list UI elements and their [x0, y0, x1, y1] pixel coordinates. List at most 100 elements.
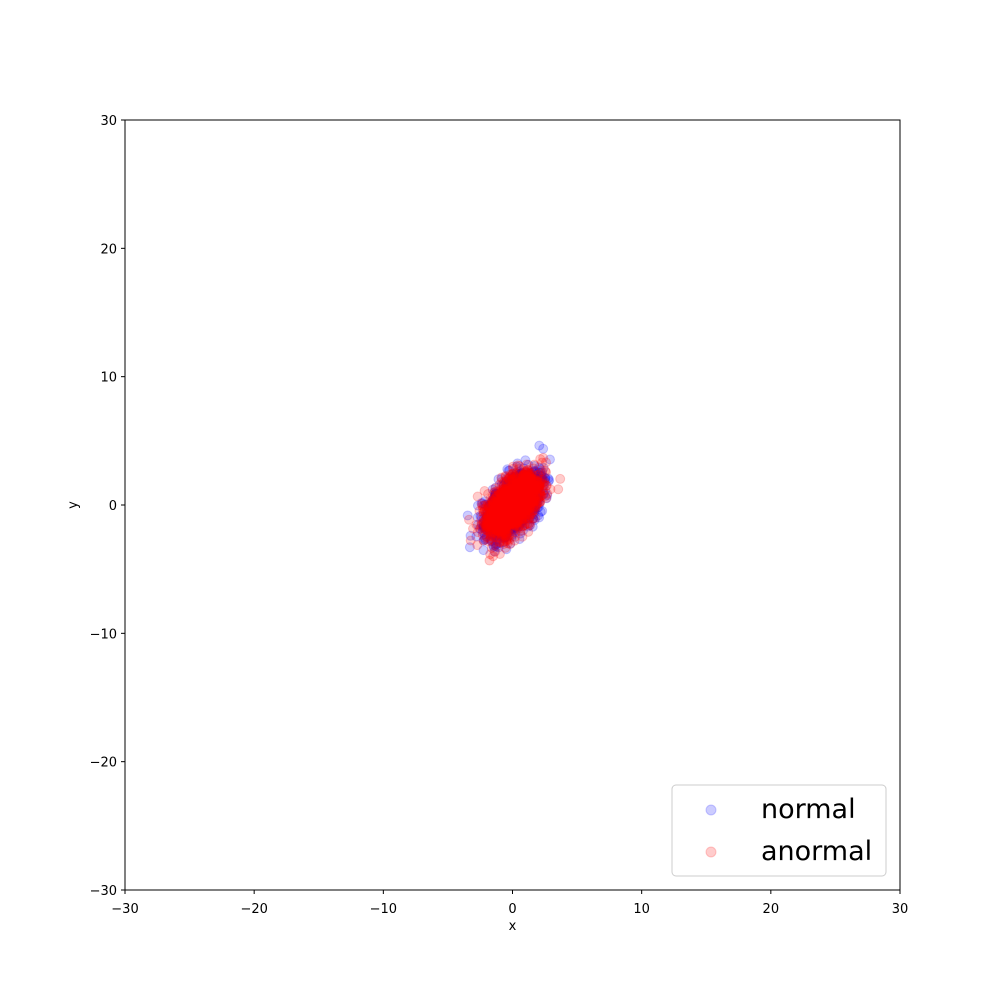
y-axis: −30 −20 −10 0 10 20 30 [90, 114, 125, 899]
data-point [513, 491, 523, 502]
data-point [499, 505, 510, 516]
data-point [501, 501, 512, 512]
legend-marker-normal [705, 804, 717, 816]
data-point [508, 484, 519, 495]
data-point [475, 510, 486, 521]
data-point [512, 476, 523, 487]
data-point [518, 480, 529, 491]
data-point [497, 493, 508, 504]
data-point [508, 507, 519, 518]
data-point [502, 497, 513, 508]
data-point [488, 541, 499, 552]
data-point [505, 513, 516, 524]
data-point [537, 470, 548, 481]
data-point [498, 517, 509, 528]
data-point [512, 507, 523, 518]
data-point [519, 502, 530, 513]
data-point [480, 519, 491, 530]
data-point [487, 500, 498, 511]
legend-label-anormal: anormal [761, 836, 872, 867]
data-point [512, 493, 523, 504]
data-point [509, 511, 520, 522]
data-point [517, 512, 528, 523]
data-point [502, 515, 513, 526]
data-point [499, 479, 510, 490]
data-point [498, 510, 509, 521]
data-point [496, 508, 507, 519]
data-point [521, 489, 532, 500]
data-point [476, 519, 487, 530]
data-point [497, 527, 508, 538]
data-point [528, 481, 539, 492]
data-point [494, 514, 505, 525]
data-point [508, 499, 519, 510]
data-point [497, 506, 508, 517]
x-tick-label: 10 [633, 902, 650, 917]
data-point [507, 500, 518, 511]
data-point [519, 484, 530, 495]
data-point [527, 467, 538, 478]
data-point [497, 497, 508, 508]
data-point [509, 496, 520, 507]
data-point [510, 482, 521, 493]
data-point [490, 488, 501, 499]
data-point [508, 503, 519, 514]
data-point [524, 494, 535, 505]
data-point [516, 503, 527, 514]
data-point [478, 513, 489, 524]
data-point [506, 497, 517, 508]
data-point [521, 504, 532, 515]
data-point [515, 486, 526, 497]
data-point [498, 496, 509, 507]
data-point [526, 497, 537, 508]
data-point [494, 512, 505, 523]
data-point [500, 531, 511, 542]
data-point [489, 511, 500, 522]
legend-label-normal: normal [761, 794, 856, 825]
data-point [497, 499, 508, 510]
data-point [515, 493, 526, 504]
data-point [508, 471, 519, 482]
data-point [507, 497, 518, 508]
data-point [512, 500, 523, 511]
data-point [542, 490, 553, 501]
data-point [519, 490, 530, 501]
data-point [509, 492, 520, 503]
data-point [504, 501, 515, 512]
data-point [513, 482, 524, 493]
data-point [514, 470, 525, 481]
data-point [513, 512, 524, 523]
data-point [498, 500, 509, 511]
data-point [498, 532, 509, 543]
data-point [498, 513, 509, 524]
data-point [516, 505, 527, 516]
data-point [544, 454, 555, 465]
data-point [506, 500, 517, 511]
data-point [504, 512, 514, 523]
data-point [507, 495, 518, 506]
data-point [478, 519, 489, 530]
data-point [498, 504, 509, 515]
data-point [521, 506, 532, 517]
data-point [493, 511, 504, 522]
data-point [527, 501, 538, 512]
data-point [533, 502, 544, 513]
data-point [531, 483, 542, 494]
data-point [510, 509, 521, 520]
y-tick-label: 0 [109, 499, 117, 514]
data-point [492, 513, 503, 524]
data-point [517, 470, 528, 481]
data-point [513, 489, 524, 500]
data-point [492, 509, 503, 520]
data-point [518, 475, 529, 486]
data-point [508, 482, 519, 493]
data-point [512, 513, 523, 524]
data-point [506, 484, 517, 495]
x-axis-label: x [509, 919, 517, 934]
data-point [510, 498, 521, 509]
data-point [503, 474, 514, 485]
data-point [523, 494, 534, 505]
data-point [485, 549, 496, 560]
data-point [505, 489, 516, 500]
data-point [513, 479, 524, 489]
